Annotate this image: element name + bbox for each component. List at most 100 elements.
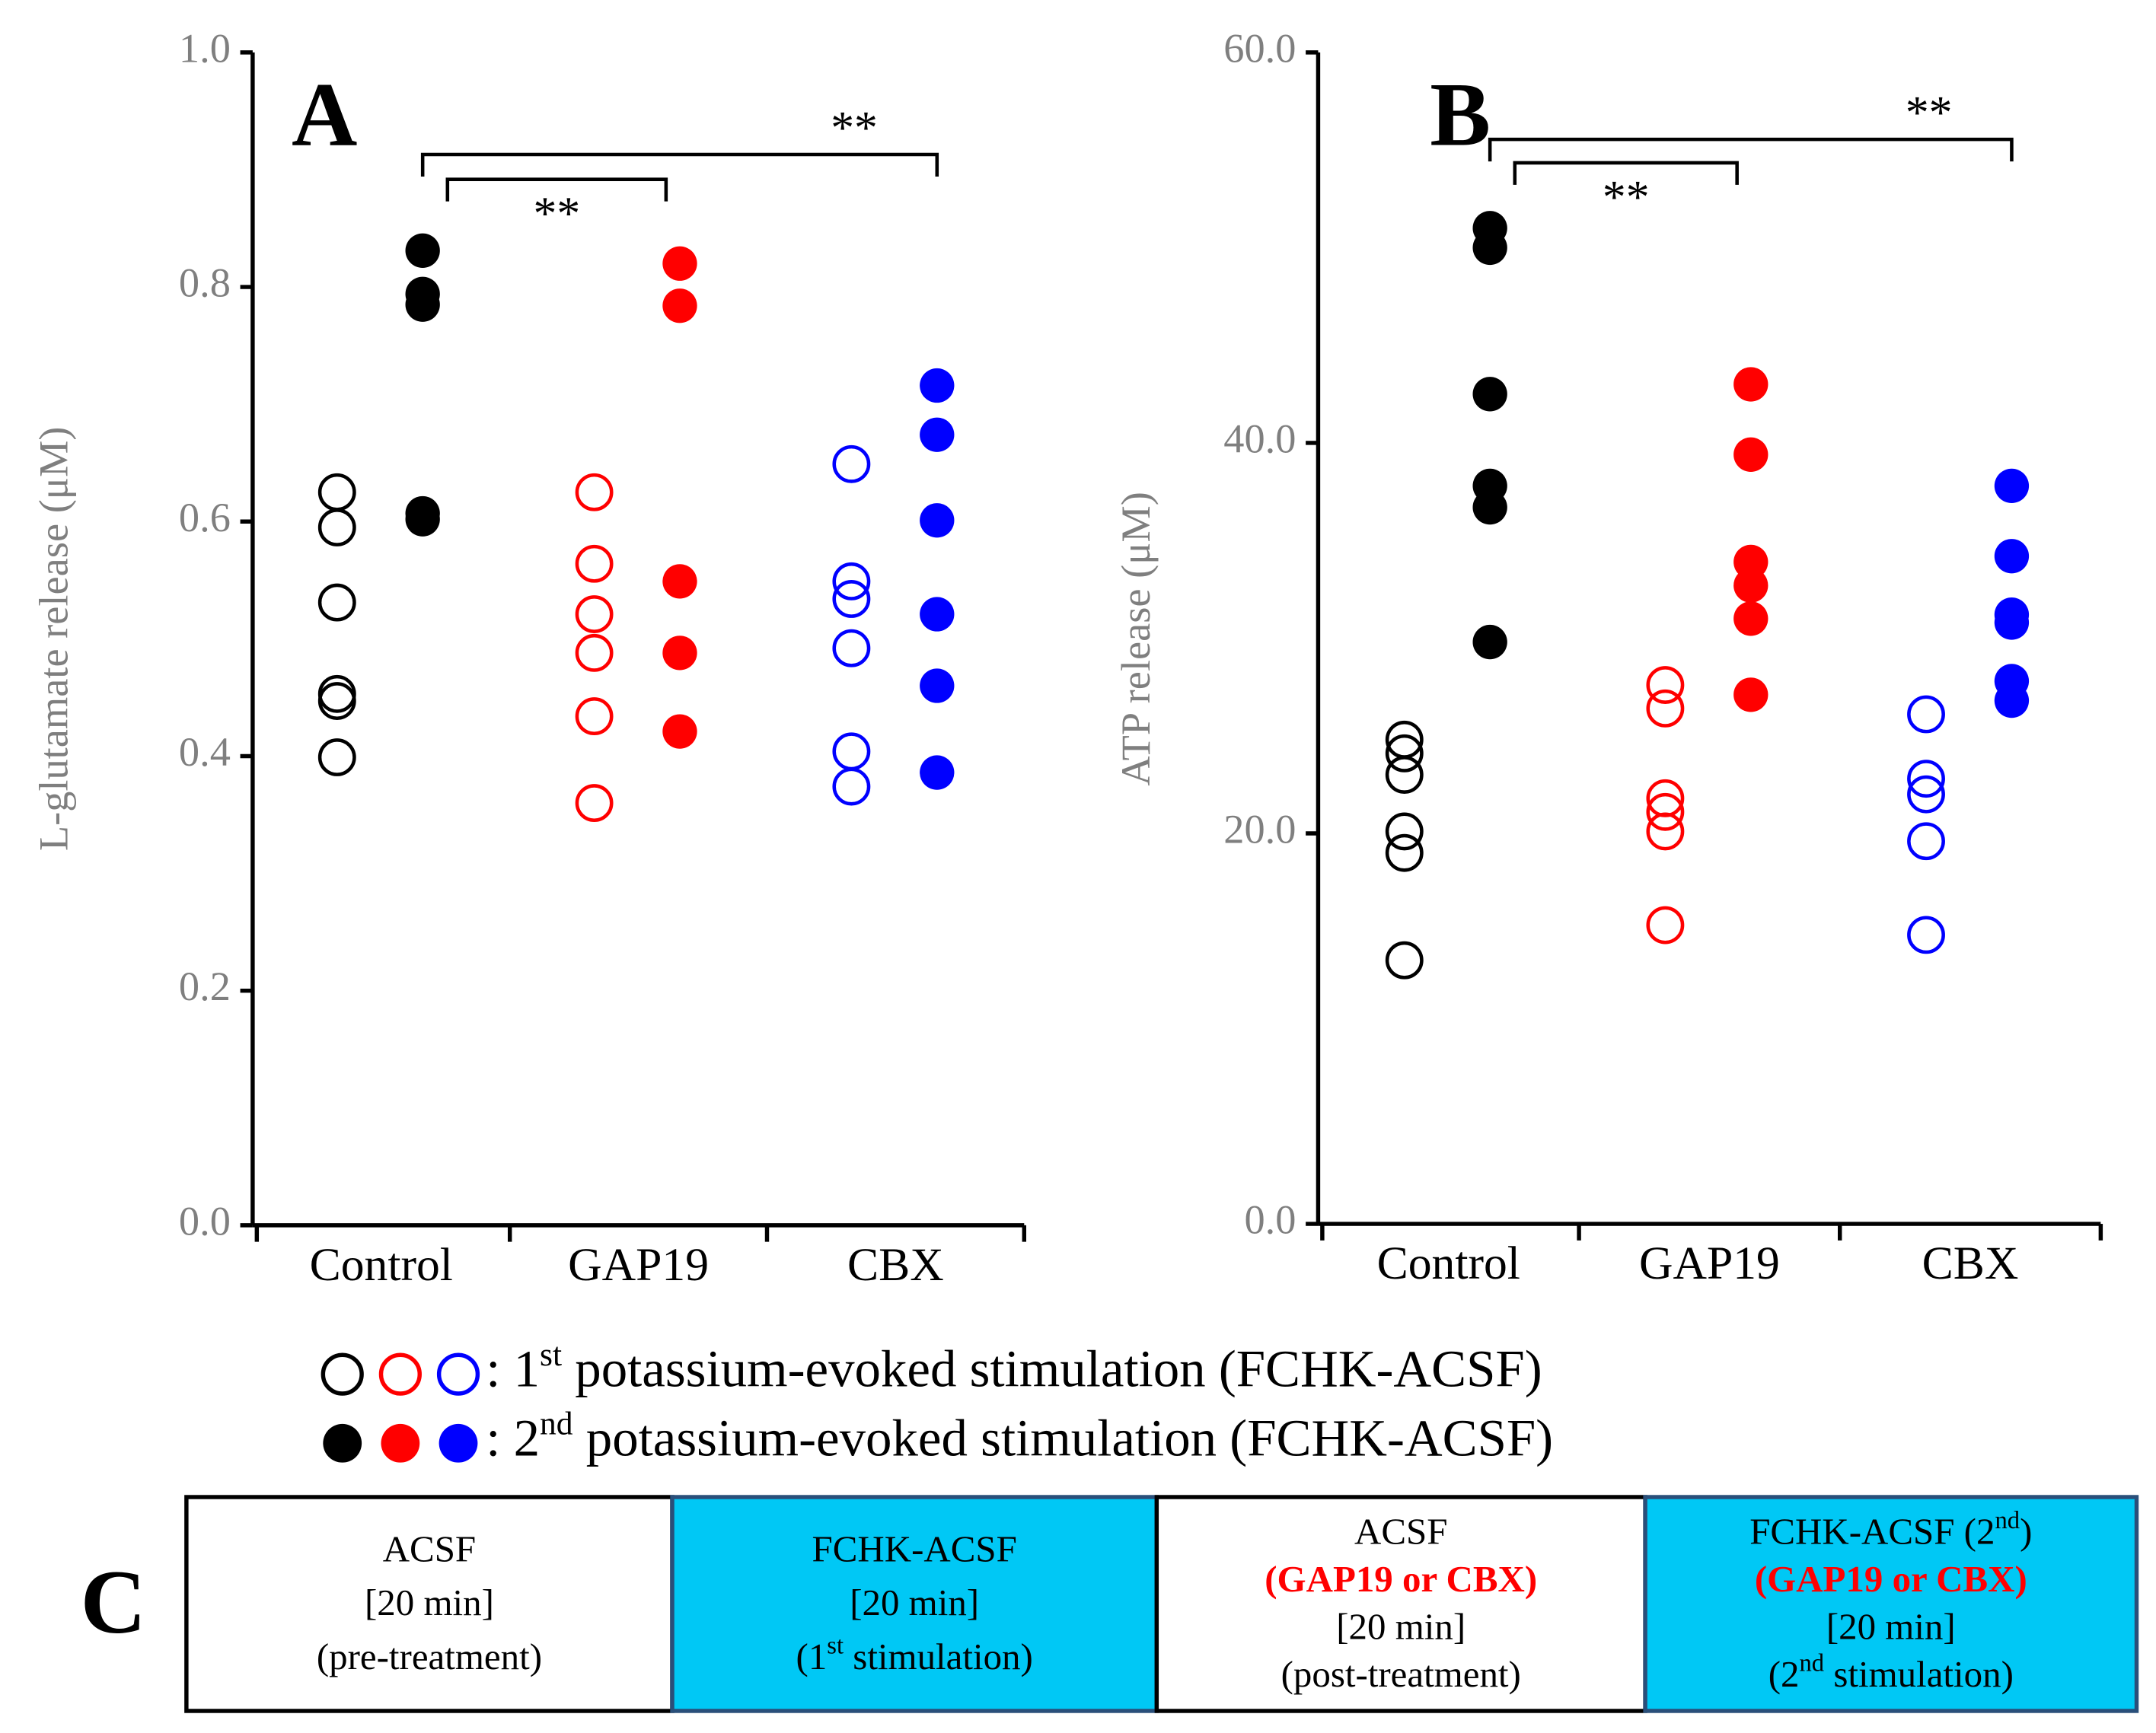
y-tick-label: 0.2 [179,964,231,1009]
open-dot [1385,812,1424,851]
protocol-line: FCHK-ACSF [812,1528,1017,1570]
protocol-text: (1 [796,1636,828,1677]
filled-dot [1994,605,2030,640]
y-tick-label: 0.0 [179,1198,231,1244]
bracket [1513,161,1739,185]
protocol-text: FCHK-ACSF (2 [1749,1511,1995,1553]
protocol-box [670,1495,1159,1713]
legend-text: : 1st potassium-evoked stimulation (FCHK… [486,1336,1542,1398]
filled-dot [1472,377,1507,412]
protocol-text: stimulation) [1824,1653,2014,1695]
y-tick-label: 0.6 [179,495,231,540]
protocol-text: FCHK-ACSF [812,1528,1017,1570]
legend-part: potassium-evoked stimulation (FCHK-ACSF) [562,1340,1542,1397]
protocol-text: stimulation) [844,1636,1033,1677]
open-dot [1646,689,1685,728]
x-tick-label: GAP19 [568,1239,709,1291]
open-dot [317,508,356,546]
protocol-text: [20 min] [1826,1606,1956,1648]
bracket [420,152,939,177]
open-dot [575,784,614,823]
filled-dot [920,368,955,403]
open-dot [317,674,356,713]
open-dot [317,738,356,776]
filled-dot [1472,489,1507,525]
protocol-line: [20 min] [850,1582,979,1623]
legend-symbol [321,1352,364,1396]
filled-dot [920,668,955,703]
y-tick-label: 0.4 [179,729,231,775]
protocol-box [1643,1495,2139,1713]
filled-dot [920,417,955,452]
panel-label: A [292,64,357,165]
filled-dot [1733,568,1768,603]
open-dot [832,732,871,771]
panel-label: B [1430,64,1491,165]
significance-label: ** [1603,171,1650,223]
legend-symbol [381,1423,420,1463]
filled-dot [662,246,697,281]
y-tick-label: 40.0 [1223,416,1296,461]
x-tick-label: GAP19 [1639,1238,1780,1289]
open-dot [317,583,356,622]
protocol-line: (post-treatment) [1281,1653,1521,1695]
protocol-text: [20 min] [365,1582,494,1623]
filled-dot [1994,683,2030,718]
open-dot [1646,792,1685,831]
open-dot [575,473,614,511]
filled-dot [662,288,697,323]
protocol-text: (2 [1768,1653,1800,1695]
protocol-text: (pre-treatment) [317,1636,542,1677]
protocol-line: (1st stimulation) [796,1633,1033,1677]
y-axis-label: L-glutamate release (μM) [31,427,77,852]
x-tick-label: Control [310,1239,453,1291]
open-dot [1385,756,1424,794]
legend-symbol [378,1352,422,1396]
open-dot [575,544,614,583]
filled-dot [920,755,955,790]
open-dot [575,595,614,633]
open-dot [317,682,356,720]
protocol-line: [20 min] [365,1582,494,1623]
protocol-line: (pre-treatment) [317,1636,542,1677]
open-dot [575,633,614,672]
protocol-text: [20 min] [850,1582,979,1623]
protocol-label: C [81,1551,146,1652]
protocol-text: st [827,1633,844,1660]
open-dot [1907,695,1945,734]
legend-symbol [436,1352,480,1396]
open-dot [1907,760,1945,798]
open-dot [1646,666,1685,704]
open-dot [832,767,871,806]
protocol-text: (GAP19 or CBX) [1755,1558,2027,1600]
protocol-text: nd [1799,1650,1824,1677]
open-dot [832,444,871,483]
open-dot [832,580,871,618]
protocol-text: ACSF [383,1528,476,1570]
filled-dot [405,233,440,268]
open-dot [1385,833,1424,872]
filled-dot [1733,367,1768,402]
legend-part: potassium-evoked stimulation (FCHK-ACSF) [573,1409,1554,1467]
legend-symbol [439,1423,478,1463]
y-tick-label: 20.0 [1223,806,1296,852]
protocol-line: (GAP19 or CBX) [1755,1558,2027,1600]
filled-dot [1472,230,1507,266]
filled-dot [920,597,955,632]
protocol-text: (GAP19 or CBX) [1265,1558,1537,1600]
filled-dot [1994,539,2030,574]
protocol-line: (GAP19 or CBX) [1265,1558,1537,1600]
bracket [1488,137,2014,162]
significance-label: ** [534,188,581,240]
open-dot [1385,734,1424,773]
protocol-text: ) [2020,1511,2032,1553]
x-tick-label: Control [1377,1238,1520,1289]
legend-part: st [540,1336,562,1373]
protocol-text: ACSF [1354,1511,1447,1553]
legend-text: : 2nd potassium-evoked stimulation (FCHK… [486,1406,1553,1467]
filled-dot [1994,468,2030,504]
legend-part: : 1 [486,1340,540,1397]
x-tick-label: CBX [1922,1238,2019,1289]
